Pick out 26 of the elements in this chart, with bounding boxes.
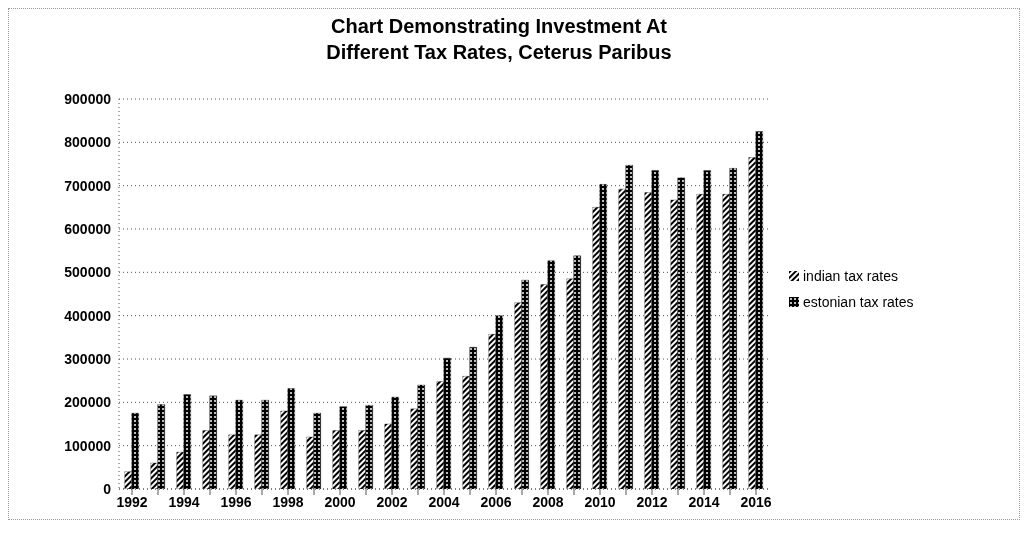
x-tick-label: 2000 bbox=[324, 493, 356, 510]
chart-title: Chart Demonstrating Investment At Different Tax Rates, Ceterus Paribus bbox=[325, 14, 673, 65]
x-tick-label: 2004 bbox=[428, 493, 460, 510]
y-tick-label: 700000 bbox=[64, 177, 112, 194]
legend-label: indian tax rates bbox=[803, 268, 898, 284]
legend-label: estonian tax rates bbox=[803, 294, 914, 310]
y-tick-label: 900000 bbox=[64, 90, 112, 107]
x-tick-label: 2006 bbox=[480, 493, 512, 510]
y-tick-label: 100000 bbox=[64, 437, 112, 454]
x-tick-label: 1996 bbox=[220, 493, 252, 510]
y-tick-label: 300000 bbox=[64, 350, 112, 367]
x-tick-label: 2012 bbox=[636, 493, 668, 510]
x-tick-label: 2014 bbox=[688, 493, 720, 510]
y-tick-label: 500000 bbox=[64, 264, 112, 281]
x-tick-label: 2002 bbox=[376, 493, 408, 510]
x-tick-label: 2016 bbox=[740, 493, 772, 510]
x-tick-label: 1994 bbox=[168, 493, 200, 510]
y-tick-label: 400000 bbox=[64, 307, 112, 324]
y-tick-label: 200000 bbox=[64, 394, 112, 411]
x-tick-label: 1998 bbox=[272, 493, 304, 510]
x-tick-label: 2010 bbox=[584, 493, 616, 510]
x-tick-label: 2008 bbox=[532, 493, 564, 510]
y-tick-label: 800000 bbox=[64, 134, 112, 151]
x-tick-label: 1992 bbox=[116, 493, 148, 510]
y-tick-label: 0 bbox=[103, 480, 112, 497]
y-tick-label: 600000 bbox=[64, 220, 112, 237]
